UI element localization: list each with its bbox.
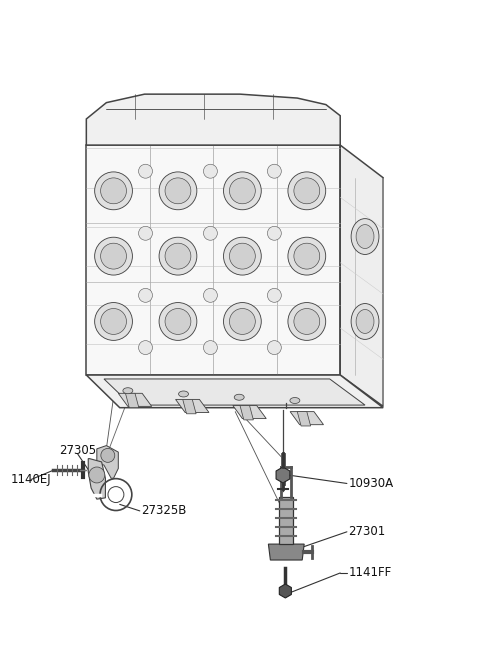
Ellipse shape (204, 340, 217, 354)
Ellipse shape (139, 164, 153, 178)
Circle shape (101, 449, 115, 462)
Ellipse shape (267, 164, 281, 178)
Polygon shape (86, 145, 340, 375)
Ellipse shape (229, 243, 255, 269)
Ellipse shape (267, 289, 281, 302)
Ellipse shape (294, 178, 320, 204)
Ellipse shape (267, 340, 281, 354)
Ellipse shape (204, 226, 217, 240)
Ellipse shape (95, 302, 132, 340)
Ellipse shape (204, 164, 217, 178)
Circle shape (89, 467, 105, 483)
Text: 1140EJ: 1140EJ (11, 473, 51, 486)
Ellipse shape (204, 289, 217, 302)
Ellipse shape (351, 304, 379, 339)
Ellipse shape (224, 172, 261, 210)
Polygon shape (104, 379, 365, 405)
Ellipse shape (159, 302, 197, 340)
Polygon shape (279, 584, 291, 598)
Ellipse shape (267, 226, 281, 240)
Polygon shape (88, 459, 106, 499)
Polygon shape (233, 405, 266, 419)
Polygon shape (240, 405, 253, 420)
Ellipse shape (139, 289, 153, 302)
Ellipse shape (101, 308, 126, 335)
Ellipse shape (356, 224, 374, 249)
Ellipse shape (288, 172, 326, 210)
Ellipse shape (290, 398, 300, 403)
Ellipse shape (123, 388, 133, 394)
Polygon shape (297, 411, 311, 426)
Polygon shape (118, 394, 152, 406)
Polygon shape (97, 445, 118, 478)
Text: 10930A: 10930A (348, 477, 394, 490)
Ellipse shape (351, 218, 379, 255)
Ellipse shape (234, 394, 244, 400)
Polygon shape (86, 375, 383, 407)
Ellipse shape (101, 178, 126, 204)
Ellipse shape (101, 243, 126, 269)
Ellipse shape (139, 340, 153, 354)
Ellipse shape (288, 302, 326, 340)
Polygon shape (176, 400, 209, 413)
Ellipse shape (294, 308, 320, 335)
Ellipse shape (179, 391, 189, 397)
Text: 27301: 27301 (348, 525, 385, 539)
Polygon shape (125, 394, 139, 407)
Ellipse shape (165, 243, 191, 269)
Ellipse shape (224, 237, 261, 275)
Ellipse shape (229, 178, 255, 204)
Polygon shape (86, 94, 340, 145)
Ellipse shape (165, 178, 191, 204)
Ellipse shape (165, 308, 191, 335)
FancyBboxPatch shape (279, 497, 293, 544)
Polygon shape (340, 145, 383, 406)
Ellipse shape (159, 237, 197, 275)
Ellipse shape (95, 172, 132, 210)
Ellipse shape (139, 226, 153, 240)
Text: 1141FF: 1141FF (348, 567, 392, 579)
Polygon shape (276, 467, 290, 483)
Ellipse shape (224, 302, 261, 340)
Ellipse shape (229, 308, 255, 335)
Text: 27305: 27305 (59, 444, 96, 457)
Ellipse shape (294, 243, 320, 269)
Polygon shape (183, 400, 196, 414)
Ellipse shape (159, 172, 197, 210)
Ellipse shape (288, 237, 326, 275)
Polygon shape (290, 411, 324, 424)
Polygon shape (268, 544, 304, 560)
Ellipse shape (356, 310, 374, 333)
Ellipse shape (95, 237, 132, 275)
Text: 27325B: 27325B (141, 504, 187, 518)
